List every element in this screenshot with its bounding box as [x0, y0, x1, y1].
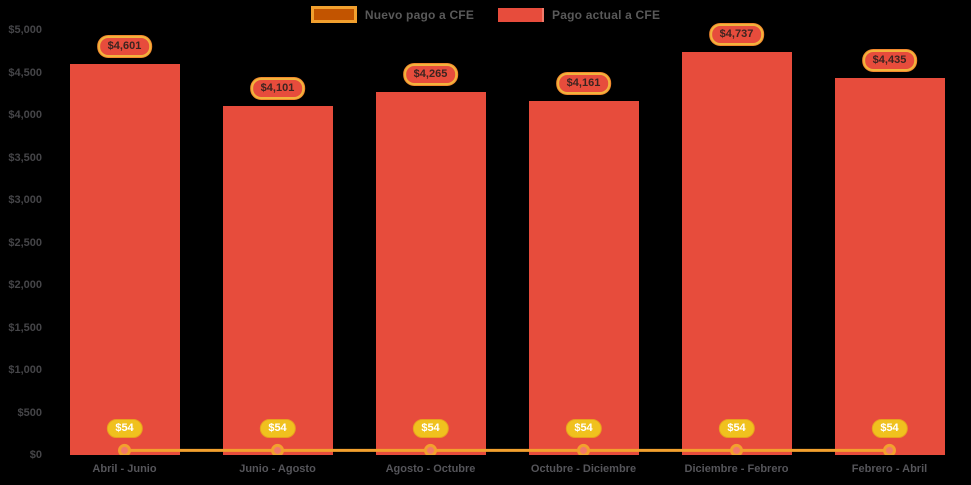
y-axis-tick-label: $1,000: [8, 364, 42, 376]
x-axis-tick-label: Agosto - Octubre: [385, 463, 476, 475]
y-axis-tick-label: $4,500: [8, 66, 42, 79]
legend-label-nuevo-pago: Nuevo pago a CFE: [364, 7, 475, 22]
y-axis: $0 $500 $1,000 $1,500 $2,000 $2,500 $3,000 $3,5…: [0, 0, 42, 485]
y-axis-tick-label: $2,500: [8, 236, 42, 249]
line-marker[interactable]: [424, 443, 437, 455]
x-axis-tick-label: Diciembre - Febrero: [684, 463, 789, 475]
nuevo-pago-swatch-icon: [310, 6, 357, 23]
line-marker[interactable]: [271, 443, 284, 455]
line-value-pill: $54: [718, 419, 755, 439]
y-axis-tick-label: $3,500: [8, 151, 42, 164]
line-value-pill: $54: [412, 419, 449, 439]
chart-legend: Nuevo pago a CFE Pago actual a CFE: [0, 6, 971, 23]
bar-value-pill: $4,265: [403, 64, 458, 86]
line-marker[interactable]: [883, 443, 896, 455]
y-axis-tick-label: $0: [29, 449, 42, 461]
bar-pago-actual[interactable]: [375, 92, 486, 455]
line-marker[interactable]: [577, 443, 590, 455]
legend-item-nuevo-pago[interactable]: Nuevo pago a CFE: [310, 6, 475, 23]
line-value-pill: $54: [565, 419, 602, 439]
line-value-pill: $54: [871, 419, 908, 439]
bar-value-pill: $4,101: [250, 78, 305, 100]
x-axis-tick-label: Octubre - Diciembre: [530, 463, 637, 475]
bar-value-pill: $4,737: [709, 24, 764, 46]
x-axis-tick-label: Abril - Junio: [92, 463, 157, 475]
bar-pago-actual[interactable]: [222, 106, 333, 455]
line-series-nuevo-pago: [118, 443, 896, 455]
bar-value-pill: $4,161: [556, 73, 611, 95]
bar-pago-actual[interactable]: [69, 63, 180, 455]
y-axis-tick-label: $5,000: [8, 24, 42, 36]
x-axis-tick-label: Febrero - Abril: [851, 463, 928, 475]
pago-actual-swatch-icon: [498, 7, 545, 22]
y-axis-tick-label: $1,500: [8, 321, 42, 334]
bar-pago-actual[interactable]: [681, 52, 792, 455]
legend-item-pago-actual[interactable]: Pago actual a CFE: [498, 7, 661, 22]
line-marker[interactable]: [730, 443, 743, 455]
x-axis-tick-label: Junio - Agosto: [239, 463, 316, 475]
plot-area: $4,601 $4,101 $4,265 $4,161 $4,737 $4,435 $54 $…: [48, 24, 966, 455]
y-axis-tick-label: $2,000: [8, 279, 42, 291]
bar-pago-actual[interactable]: [834, 78, 945, 455]
bar-value-pill: $4,601: [97, 35, 152, 57]
bar-pago-actual[interactable]: [528, 101, 639, 455]
line-value-pill: $54: [106, 419, 143, 439]
bar-value-pill: $4,435: [862, 50, 917, 72]
line-value-pill: $54: [259, 419, 296, 439]
line-marker[interactable]: [118, 443, 131, 455]
y-axis-tick-label: $4,000: [8, 109, 42, 121]
legend-label-pago-actual: Pago actual a CFE: [552, 7, 661, 22]
y-axis-tick-label: $3,000: [8, 194, 42, 206]
y-axis-tick-label: $500: [17, 406, 42, 419]
